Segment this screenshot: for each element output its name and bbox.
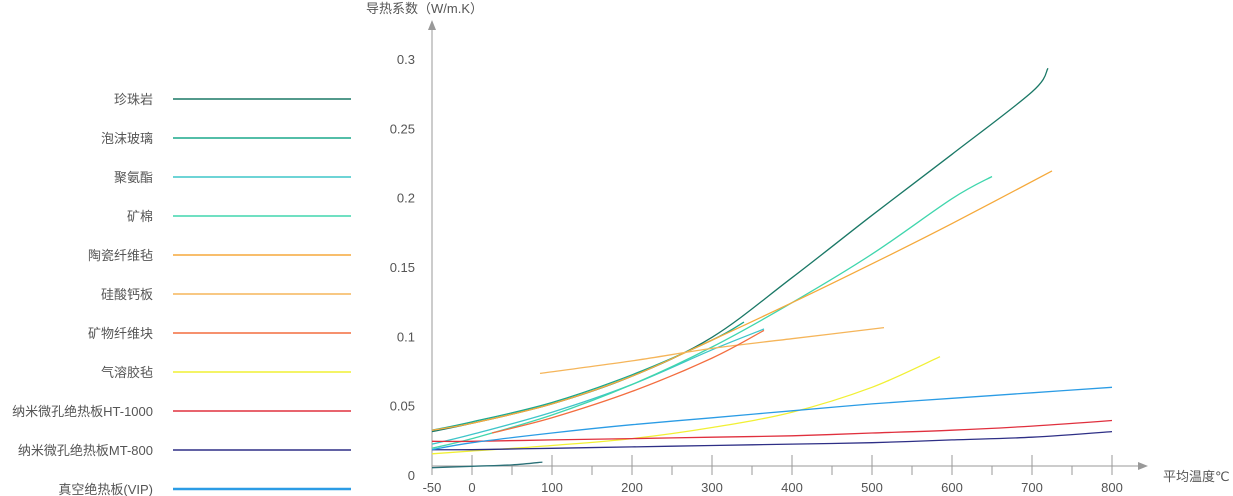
y-axis-label: 导热系数（W/m.K） xyxy=(366,1,483,16)
y-tick-label: 0.2 xyxy=(397,191,415,206)
series-line-1 xyxy=(431,321,745,431)
series-line-11 xyxy=(431,461,543,469)
y-tick-label: 0.15 xyxy=(390,260,415,275)
x-axis-arrow xyxy=(1138,462,1148,470)
y-tick-label: 0.1 xyxy=(397,329,415,344)
series-line-6 xyxy=(491,329,765,434)
series-line-0 xyxy=(431,67,1049,433)
x-tick-label: 700 xyxy=(1021,480,1043,495)
series-line-8 xyxy=(431,419,1113,443)
series-line-5 xyxy=(539,326,885,375)
legend-label: 硅酸钙板 xyxy=(101,287,153,302)
y-tick-label: 0.05 xyxy=(390,399,415,414)
legend: 珍珠岩泡沫玻璃聚氨酯矿棉陶瓷纤维毡硅酸钙板矿物纤维块气溶胶毡纳米微孔绝热板HT-… xyxy=(12,92,351,496)
legend-label: 气溶胶毡 xyxy=(101,365,153,380)
y-axis-arrow xyxy=(428,20,436,30)
series-line-2 xyxy=(431,328,765,445)
x-tick-label: 400 xyxy=(781,480,803,495)
x-tick-label: 200 xyxy=(621,480,643,495)
x-tick-label: 300 xyxy=(701,480,723,495)
series-lines xyxy=(431,67,1113,469)
series-line-3 xyxy=(431,175,993,449)
legend-label: 纳米微孔绝热板MT-800 xyxy=(18,443,153,458)
legend-label: 矿物纤维块 xyxy=(88,326,153,341)
series-line-4 xyxy=(431,170,1053,431)
axes: 导热系数（W/m.K） 平均温度℃ 0 0.05 0.1 0.15 0.2 0.25 0.3 -5… xyxy=(366,1,1230,495)
legend-label: 珍珠岩 xyxy=(114,92,153,107)
y-tick-label: 0 xyxy=(408,468,415,483)
legend-label: 真空绝热板(VIP) xyxy=(58,482,153,496)
legend-label: 陶瓷纤维毡 xyxy=(88,248,153,263)
x-tick-label: 600 xyxy=(941,480,963,495)
legend-label: 矿棉 xyxy=(127,209,153,224)
series-line-9 xyxy=(431,430,1113,451)
series-line-10 xyxy=(431,386,1113,451)
x-tick-label: 800 xyxy=(1101,480,1123,495)
legend-label: 纳米微孔绝热板HT-1000 xyxy=(12,404,153,419)
x-tick-label: 500 xyxy=(861,480,883,495)
legend-label: 泡沫玻璃 xyxy=(101,131,153,146)
x-tick-label: -50 xyxy=(423,480,442,495)
series-line-7 xyxy=(431,356,941,455)
legend-label: 聚氨酯 xyxy=(114,170,153,185)
y-tick-label: 0.25 xyxy=(390,121,415,136)
y-tick-label: 0.3 xyxy=(397,52,415,67)
x-tick-label: 0 xyxy=(468,480,475,495)
x-tick-label: 100 xyxy=(541,480,563,495)
x-axis-label: 平均温度℃ xyxy=(1163,469,1230,484)
